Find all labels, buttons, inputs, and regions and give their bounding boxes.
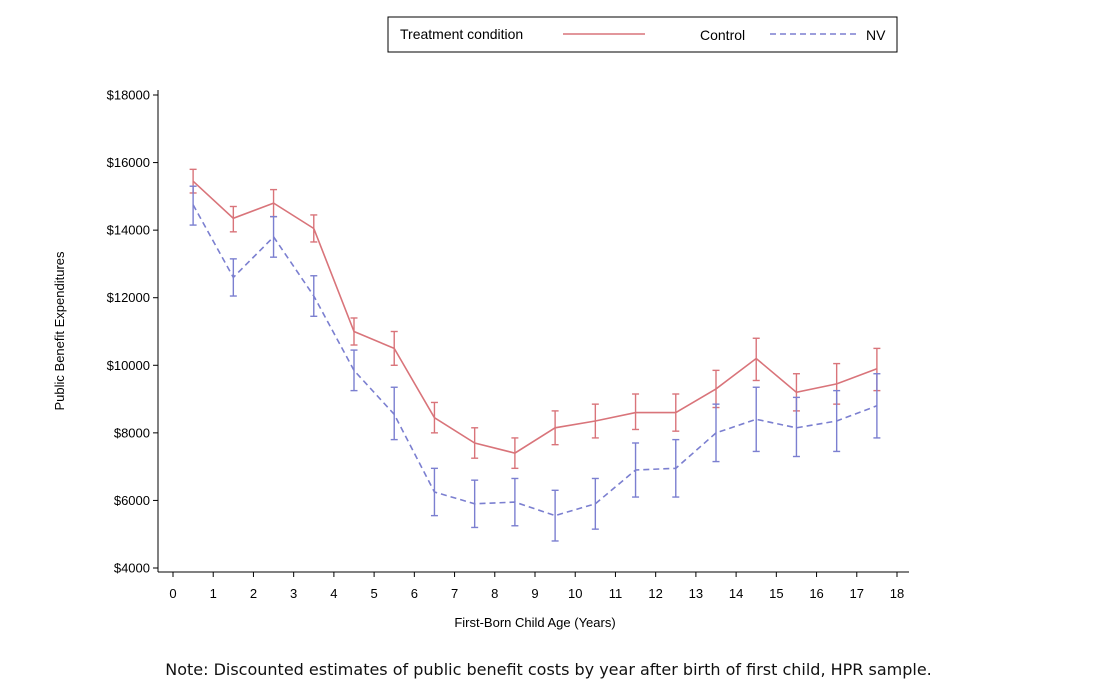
y-tick-label: $4000: [114, 561, 150, 576]
x-tick-label: 8: [491, 586, 498, 601]
y-tick-label: $12000: [107, 290, 150, 305]
y-tick-label: $6000: [114, 493, 150, 508]
x-tick-label: 0: [169, 586, 176, 601]
y-tick-label: $10000: [107, 358, 150, 373]
x-tick-label: 14: [729, 586, 743, 601]
x-tick-label: 13: [689, 586, 703, 601]
y-tick-label: $18000: [107, 88, 150, 103]
error-bar-nv: [350, 349, 358, 392]
x-tick-label: 5: [370, 586, 377, 601]
error-bar-nv: [712, 403, 720, 463]
x-tick-label: 16: [809, 586, 823, 601]
error-bar-control: [632, 393, 640, 431]
x-tick-label: 18: [890, 586, 904, 601]
error-bar-nv: [792, 396, 800, 458]
x-tick-label: 4: [330, 586, 337, 601]
plot-area: [189, 168, 881, 542]
legend-entry-nv: NV: [866, 27, 886, 43]
series-line-control: [192, 180, 878, 454]
x-tick-label: 9: [531, 586, 538, 601]
x-tick-label: 17: [850, 586, 864, 601]
error-bar-nv: [551, 489, 559, 542]
x-tick-label: 10: [568, 586, 582, 601]
error-bar-control: [229, 205, 237, 233]
y-axis-title: Public Benefit Expenditures: [52, 251, 67, 410]
x-tick-label: 2: [250, 586, 257, 601]
x-tick-label: 12: [648, 586, 662, 601]
x-tick-label: 6: [411, 586, 418, 601]
y-tick-label: $14000: [107, 223, 150, 238]
x-tick-label: 3: [290, 586, 297, 601]
error-bar-nv: [752, 386, 760, 453]
error-bar-nv: [591, 477, 599, 530]
x-tick-label: 1: [210, 586, 217, 601]
series-nv: [189, 185, 881, 542]
series-control: [189, 168, 881, 470]
y-tick-label: $16000: [107, 155, 150, 170]
x-tick-label: 15: [769, 586, 783, 601]
x-tick-label: 11: [609, 586, 623, 601]
series-line-nv: [192, 204, 878, 517]
figure-note: Note: Discounted estimates of public ben…: [165, 660, 932, 679]
legend-title: Treatment condition: [400, 26, 523, 42]
y-tick-label: $8000: [114, 425, 150, 440]
y-axis: $4000 $6000 $8000 $10000 $12000 $14000 $16000 $…: [107, 88, 158, 576]
x-tick-label: 7: [451, 586, 458, 601]
x-axis-title: First-Born Child Age (Years): [454, 615, 615, 630]
x-axis: 0 1 2 3 4 5 6 7 8 9 10 11 12 13 14 15 16 17 18: [169, 572, 904, 601]
legend: Treatment condition Control NV: [387, 16, 898, 53]
legend-entry-control: Control: [700, 27, 745, 43]
